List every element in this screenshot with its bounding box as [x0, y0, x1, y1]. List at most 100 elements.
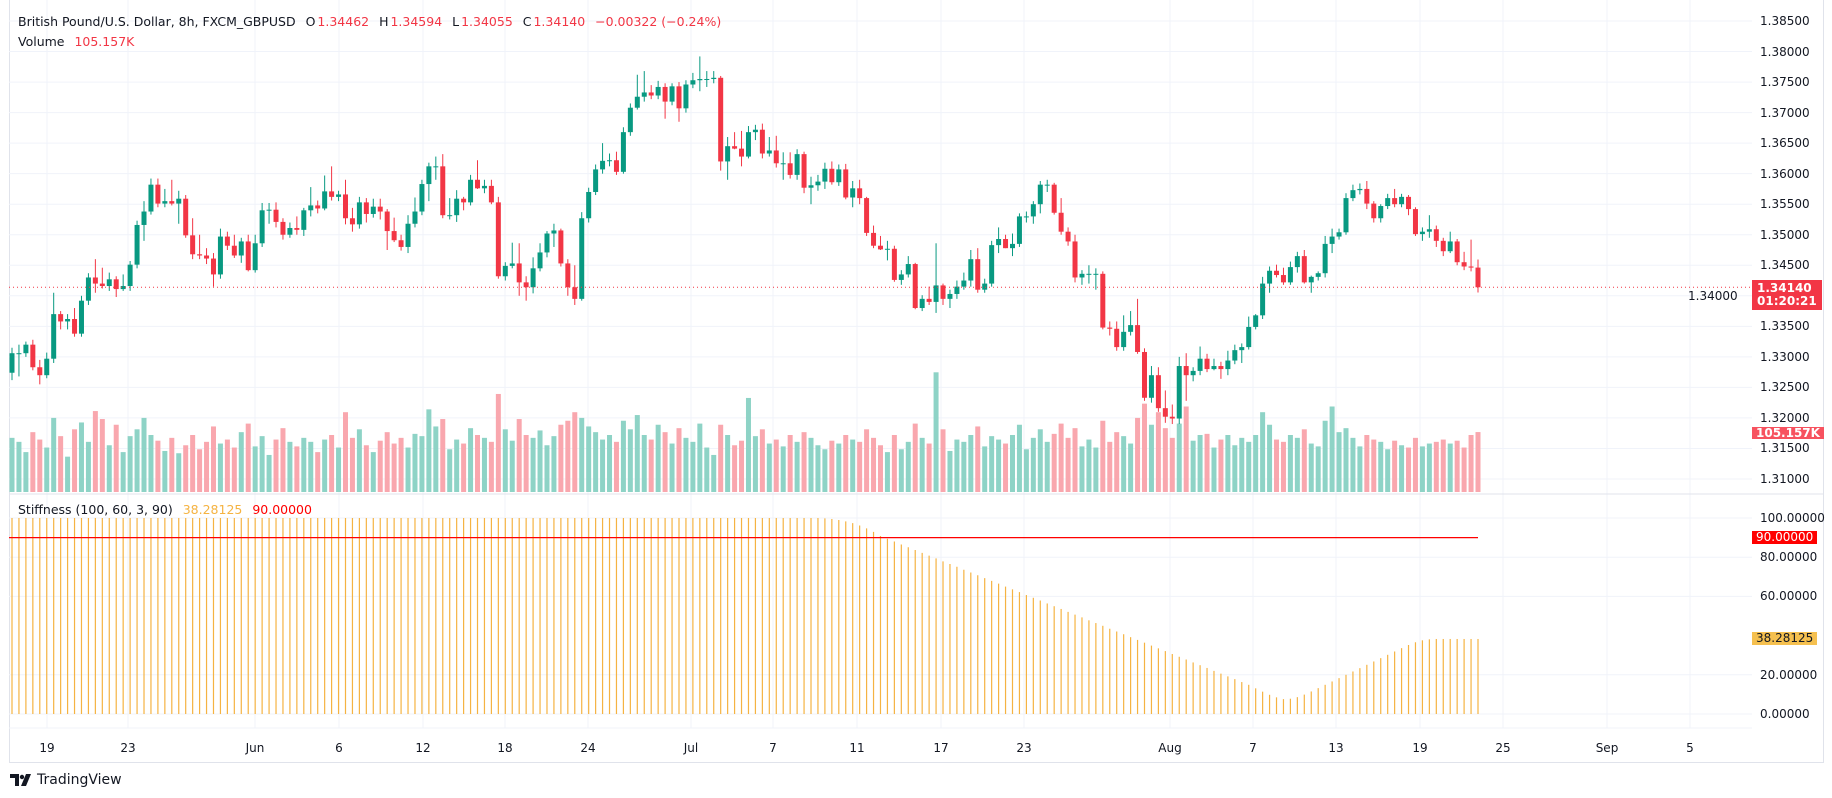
time-tick: 5 — [1686, 741, 1694, 755]
candle-down — [1406, 196, 1412, 210]
open-value: 1.34462 — [317, 14, 370, 29]
candle-up — [412, 211, 418, 224]
volume-bar — [1385, 449, 1391, 492]
stiffness-tick-label: 80.00000 — [1760, 550, 1818, 565]
volume-bar — [106, 445, 112, 492]
stiffness-title[interactable]: Stiffness (100, 60, 3, 90) — [18, 502, 173, 517]
volume-bar — [725, 435, 731, 492]
volume-bar — [370, 452, 376, 492]
volume-bar — [982, 446, 988, 492]
volume-bar — [58, 436, 64, 492]
time-tick: Jun — [245, 741, 265, 755]
volume-label[interactable]: Volume — [18, 34, 65, 49]
volume-bar — [1371, 439, 1377, 492]
volume-bar — [1197, 435, 1203, 492]
candle-down — [1058, 212, 1064, 232]
volume-bar — [891, 435, 897, 492]
candle-down — [1142, 351, 1148, 398]
volume-bar — [551, 436, 557, 492]
candle-up — [509, 263, 515, 266]
time-tick: 25 — [1495, 741, 1511, 755]
candle-up — [481, 185, 487, 189]
volume-bar — [113, 424, 119, 492]
candle-up — [627, 107, 633, 133]
volume-bar — [1204, 433, 1210, 492]
volume-bar — [37, 439, 43, 492]
candle-down — [1392, 198, 1398, 205]
candle-down — [1003, 239, 1009, 249]
time-tick: 13 — [1328, 741, 1344, 755]
threshold-value: 90.00000 — [252, 502, 312, 517]
volume-bars — [9, 372, 1481, 492]
candle-down — [384, 211, 390, 232]
candle-up — [1315, 273, 1321, 277]
candle-down — [169, 201, 175, 204]
grid — [9, 0, 1752, 728]
volume-bar — [134, 429, 140, 492]
volume-bar — [1329, 406, 1335, 492]
candle-down — [1280, 275, 1286, 283]
stiffness-legend: Stiffness (100, 60, 3, 90) 38.28125 90.0… — [18, 502, 314, 517]
chart-canvas[interactable] — [0, 0, 1832, 765]
candle-up — [1447, 241, 1453, 252]
symbol-title[interactable]: British Pound/U.S. Dollar, 8h, FXCM_GBPU… — [18, 14, 296, 29]
stiffness-bars — [11, 518, 1479, 714]
candle-down — [801, 154, 807, 188]
candle-up — [669, 86, 675, 102]
candle-down — [113, 279, 119, 290]
candle-up — [704, 79, 710, 81]
volume-bar — [1079, 446, 1085, 492]
volume-bar — [468, 428, 474, 492]
candle-up — [1190, 370, 1196, 376]
volume-value: 105.157K — [74, 34, 135, 49]
candle-up — [322, 191, 328, 209]
volume-bar — [1072, 428, 1078, 492]
volume-bar — [711, 454, 717, 492]
volume-bar — [384, 432, 390, 492]
volume-bar — [259, 436, 265, 492]
volume-bar — [613, 441, 619, 492]
volume-bar — [565, 420, 571, 492]
candle-down — [1301, 256, 1307, 283]
candle-up — [287, 228, 293, 235]
volume-bar — [1475, 432, 1481, 492]
high-value: 1.34594 — [390, 14, 443, 29]
stiffness-tag: 38.28125 — [1752, 632, 1818, 645]
candle-down — [829, 168, 835, 183]
candle-up — [238, 241, 244, 256]
candle-up — [544, 233, 550, 253]
candle-down — [1135, 325, 1141, 352]
volume-bar — [398, 437, 404, 492]
candle-up — [815, 181, 821, 186]
price-tick-label: 1.31000 — [1760, 472, 1810, 486]
candle-down — [488, 185, 494, 203]
candle-down — [516, 263, 522, 283]
candle-up — [683, 84, 689, 109]
candle-down — [662, 86, 668, 102]
candle-up — [1009, 243, 1015, 249]
candle-down — [773, 150, 779, 164]
volume-bar — [461, 443, 467, 492]
candle-up — [1287, 267, 1293, 283]
volume-bar — [968, 435, 974, 492]
volume-bar — [752, 436, 758, 492]
tradingview-logo[interactable]: TradingView — [10, 772, 122, 788]
time-tick: 19 — [1412, 741, 1428, 755]
time-tick: 12 — [415, 741, 431, 755]
volume-bar — [530, 437, 536, 492]
candle-down — [440, 166, 446, 216]
volume-bar — [780, 446, 786, 492]
candle-down — [613, 160, 619, 172]
volume-bar — [1218, 439, 1224, 492]
volume-bar — [1447, 443, 1453, 492]
candle-down — [58, 314, 64, 322]
volume-tag: 105.157K — [1752, 427, 1824, 439]
volume-bar — [433, 426, 439, 492]
candle-down — [1475, 267, 1481, 288]
candle-up — [586, 191, 592, 219]
candle-up — [106, 279, 112, 287]
candle-down — [329, 191, 335, 197]
candle-down — [843, 169, 849, 198]
candle-down — [558, 230, 564, 264]
candle-up — [1044, 184, 1050, 186]
